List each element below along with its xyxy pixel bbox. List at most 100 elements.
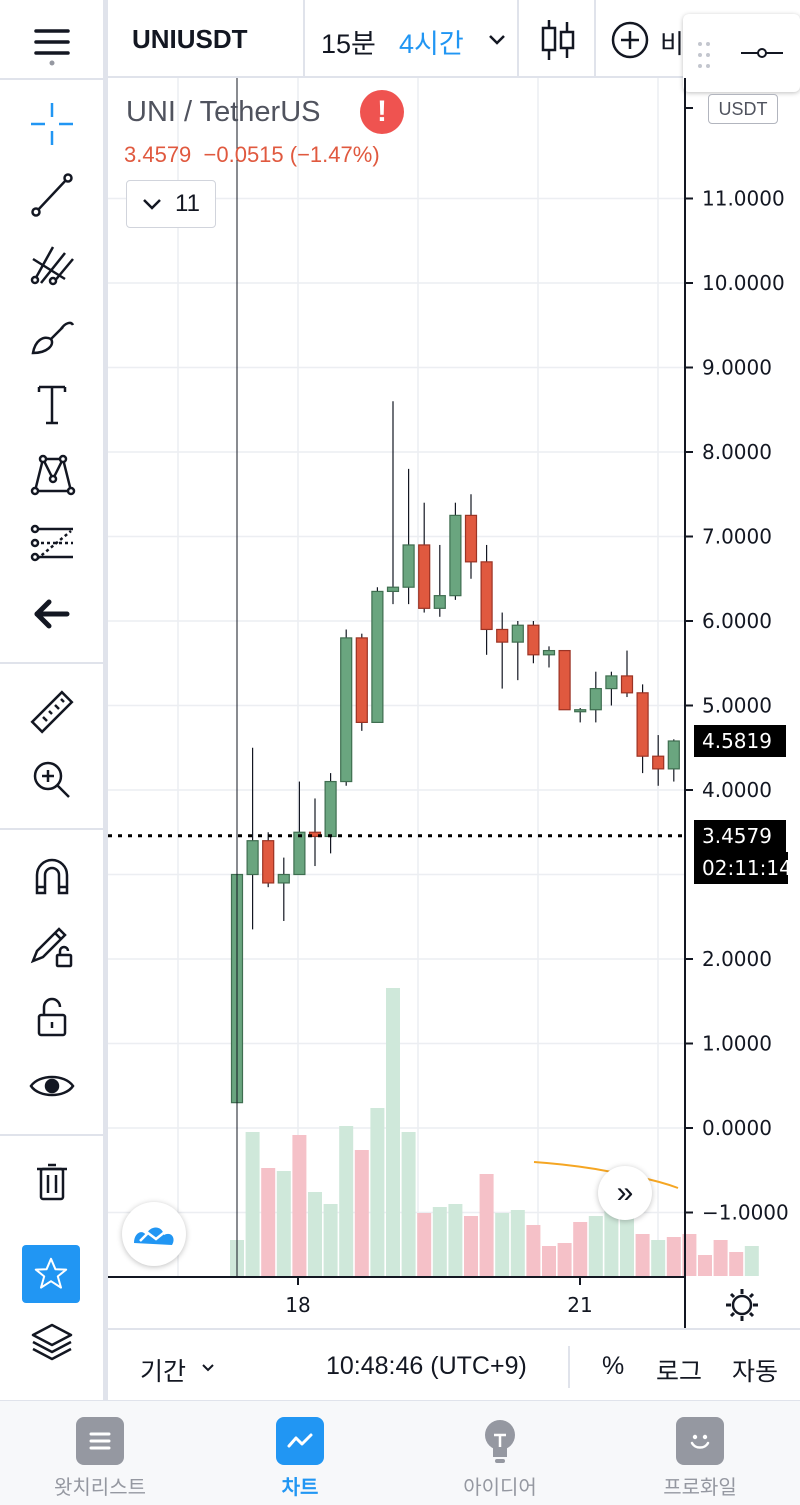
percent-scale-toggle[interactable]: % (602, 1352, 625, 1380)
indicators-count: 11 (175, 190, 200, 217)
symbol-selector[interactable]: UNIUSDT (132, 24, 248, 54)
volume-bar (339, 1126, 354, 1276)
magnet-icon[interactable] (0, 844, 103, 908)
price-axis-label: 8.0000 (702, 440, 772, 464)
candle-down (464, 514, 478, 563)
candle-up (293, 831, 306, 876)
nav-watchlist[interactable]: 왓치리스트 (0, 1401, 200, 1505)
candle-down (558, 649, 571, 711)
price-axis: 11.0000 10.0000 9.0000 8.0000 7.0000 6.0000 5.… (685, 187, 789, 1225)
price-axis-label: 1.0000 (702, 1032, 772, 1056)
currency-label[interactable]: USDT (708, 94, 778, 124)
legend-symbol-name[interactable]: UNI / TetherUS (126, 96, 321, 128)
volume-bar (292, 1135, 307, 1276)
brush-icon[interactable] (0, 302, 103, 366)
watchlist-icon (76, 1417, 124, 1465)
indicators-collapse-button[interactable]: 11 (126, 180, 216, 228)
pattern-icon[interactable] (0, 442, 103, 506)
candlestick-type-icon[interactable] (538, 18, 578, 62)
volume-bar (698, 1255, 712, 1276)
divider (517, 0, 519, 76)
nav-label: 차트 (281, 1477, 319, 1499)
chevron-down-icon (143, 199, 161, 210)
eye-icon[interactable] (0, 1054, 103, 1118)
price-chart[interactable]: 11.0000 10.0000 9.0000 8.0000 7.0000 6.0000 5.… (108, 78, 800, 1328)
nav-ideas[interactable]: 아이디어 (400, 1401, 600, 1505)
layers-icon[interactable] (0, 1310, 103, 1374)
volume-bar (479, 1174, 494, 1276)
volume-bar (729, 1252, 744, 1276)
candle-up (386, 586, 400, 593)
divider (594, 0, 596, 76)
volume-bar (417, 1213, 432, 1276)
auto-scale-toggle[interactable]: 자동 (732, 1358, 779, 1386)
volume-bar (635, 1234, 650, 1276)
bar-countdown-tag: 02:11:14 (694, 852, 792, 884)
nav-label: 왓치리스트 (54, 1477, 146, 1499)
candle-up (542, 649, 556, 656)
chart-icon (276, 1417, 324, 1465)
nav-chart[interactable]: 차트 (200, 1401, 400, 1505)
volume-bar (276, 1171, 291, 1276)
drag-handle-icon[interactable] (697, 40, 711, 70)
volume-bar (713, 1240, 728, 1276)
price-axis-label: 7.0000 (702, 525, 772, 549)
price-line-tag: 3.4579 (694, 820, 786, 852)
volume-bar (245, 1132, 260, 1276)
drawing-toolbar (0, 0, 103, 1400)
log-scale-toggle[interactable]: 로그 (656, 1358, 703, 1386)
trend-line-icon[interactable] (0, 162, 103, 226)
volume-bar (386, 988, 400, 1276)
candle-up (605, 675, 618, 690)
price-axis-label: 0.0000 (702, 1116, 772, 1140)
time-axis: 18 21 (285, 1277, 593, 1317)
star-icon[interactable] (22, 1245, 80, 1303)
crosshair-icon[interactable] (0, 92, 103, 156)
pitchfork-icon[interactable] (0, 232, 103, 296)
price-axis-label: 4.0000 (702, 778, 772, 802)
volume-bar (354, 1150, 369, 1276)
volume-bar (261, 1168, 276, 1276)
forecast-icon[interactable] (0, 512, 103, 576)
tradingview-logo-icon[interactable] (122, 1202, 186, 1266)
alert-icon[interactable]: ! (360, 90, 404, 134)
volume-bar (432, 1207, 447, 1276)
price-axis-label: 5.0000 (702, 694, 772, 718)
nav-profile[interactable]: 프로화일 (600, 1401, 800, 1505)
compare-label[interactable]: 비 (660, 29, 684, 59)
bottom-toolbar: 기간 10:48:46 (UTC+9) % 로그 자동 (108, 1328, 800, 1400)
toolbar-border (103, 0, 108, 1400)
back-arrow-icon[interactable] (0, 582, 103, 646)
chart-grid (108, 78, 685, 1277)
scroll-to-realtime-button[interactable]: » (598, 1166, 652, 1220)
candle-up (589, 687, 602, 711)
divider (303, 0, 305, 76)
volume-bars (230, 988, 759, 1276)
horizontal-line-icon[interactable] (739, 46, 785, 60)
timezone-clock[interactable]: 10:48:46 (UTC+9) (326, 1352, 527, 1380)
volume-bar (573, 1222, 588, 1276)
date-range-button[interactable]: 기간 (140, 1358, 187, 1386)
candle-down (496, 628, 509, 643)
text-tool-icon[interactable] (0, 372, 103, 436)
trash-icon[interactable] (0, 1150, 103, 1214)
zoom-in-icon[interactable] (0, 748, 103, 812)
chevron-down-icon[interactable] (200, 1360, 216, 1376)
chevron-down-icon[interactable] (486, 28, 508, 50)
chart-pane[interactable]: 11.0000 10.0000 9.0000 8.0000 7.0000 6.0000 5.… (108, 78, 800, 1328)
menu-icon[interactable] (0, 10, 103, 74)
interval-favorite[interactable]: 15분 (321, 29, 376, 59)
volume-bar (510, 1210, 525, 1276)
price-axis-label: 6.0000 (702, 609, 772, 633)
ruler-icon[interactable] (0, 680, 103, 744)
interval-active[interactable]: 4시간 (399, 29, 464, 59)
volume-bar (448, 1204, 463, 1276)
candle-down (652, 755, 665, 770)
compare-add-icon[interactable] (610, 20, 650, 60)
candle-up (433, 595, 446, 609)
price-axis-label: 2.0000 (702, 947, 772, 971)
lock-drawing-icon[interactable] (0, 914, 103, 978)
floating-widget[interactable] (683, 14, 800, 92)
lock-icon[interactable] (0, 984, 103, 1048)
candle-up (324, 780, 337, 838)
